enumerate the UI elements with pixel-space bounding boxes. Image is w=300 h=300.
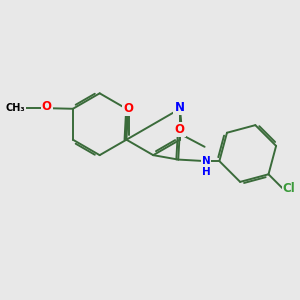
Text: O: O — [123, 103, 133, 116]
Text: O: O — [42, 100, 52, 113]
Text: O: O — [175, 123, 185, 136]
Text: CH₃: CH₃ — [6, 103, 25, 113]
Text: N
H: N H — [202, 156, 210, 177]
Text: Cl: Cl — [283, 182, 295, 195]
Text: N: N — [174, 101, 184, 114]
